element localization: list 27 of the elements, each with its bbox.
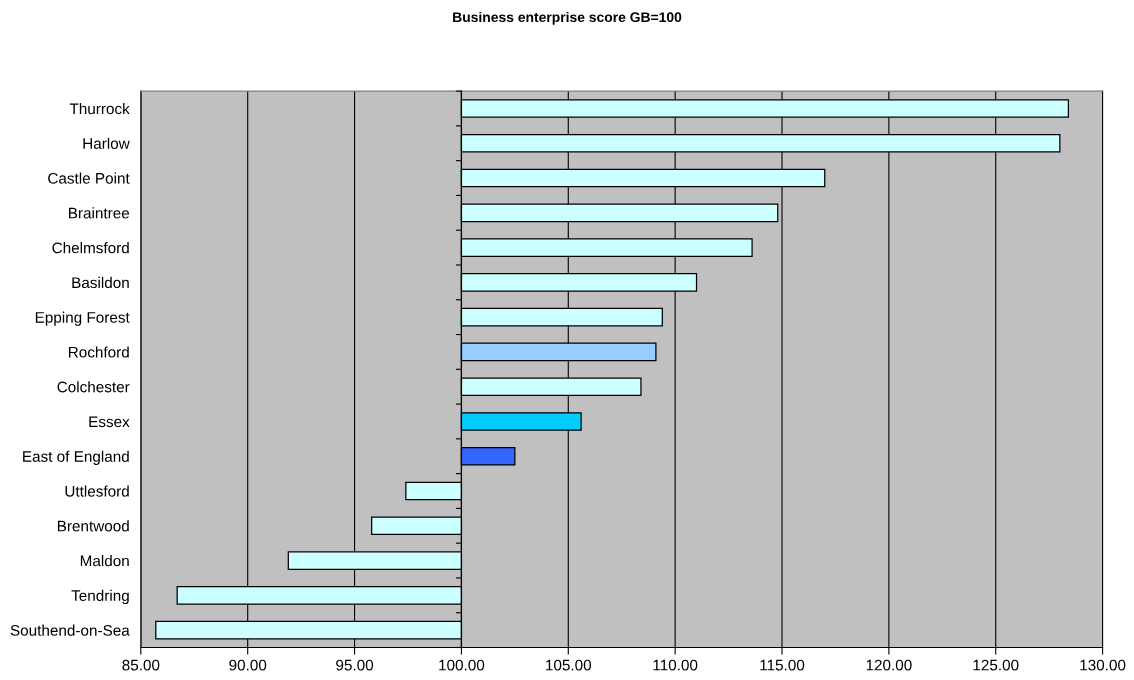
- x-tick-label: 120.00: [866, 659, 912, 671]
- x-tick-label: 130.00: [1080, 659, 1126, 671]
- x-tick-label: 115.00: [760, 659, 805, 671]
- x-tick-label: 85.00: [122, 659, 160, 671]
- y-tick-label: Essex: [89, 416, 130, 428]
- y-tick-label: Epping Forest: [35, 311, 130, 326]
- y-tick-label: Rochford: [69, 346, 129, 358]
- y-tick-label: Castle Point: [48, 172, 130, 184]
- y-tick-label: Southend-on-Sea: [10, 624, 130, 636]
- y-tick-label: Harlow: [83, 137, 130, 149]
- y-tick-label: Uttlesford: [65, 485, 129, 497]
- y-tick-label: Colchester: [57, 381, 130, 393]
- chart-title: Business enterprise score GB=100: [453, 11, 682, 25]
- x-tick-label: 90.00: [229, 659, 267, 671]
- y-tick-label: Brentwood: [57, 520, 129, 532]
- y-tick-label: Thurrock: [69, 102, 130, 115]
- x-tick-label: 95.00: [336, 659, 374, 671]
- y-tick-label: Maldon: [80, 555, 129, 567]
- y-tick-label: Basildon: [72, 276, 129, 289]
- y-tick-label: Chelmsford: [52, 242, 129, 254]
- y-tick-label: East of England: [23, 450, 129, 465]
- y-tick-label: Tendring: [71, 589, 129, 605]
- x-tick-label: 100.00: [439, 659, 485, 671]
- x-tick-label: 125.00: [973, 659, 1019, 671]
- y-tick-label: Braintree: [69, 207, 130, 219]
- x-tick-label: 105.00: [546, 659, 592, 671]
- x-tick-label: 110.00: [653, 659, 698, 671]
